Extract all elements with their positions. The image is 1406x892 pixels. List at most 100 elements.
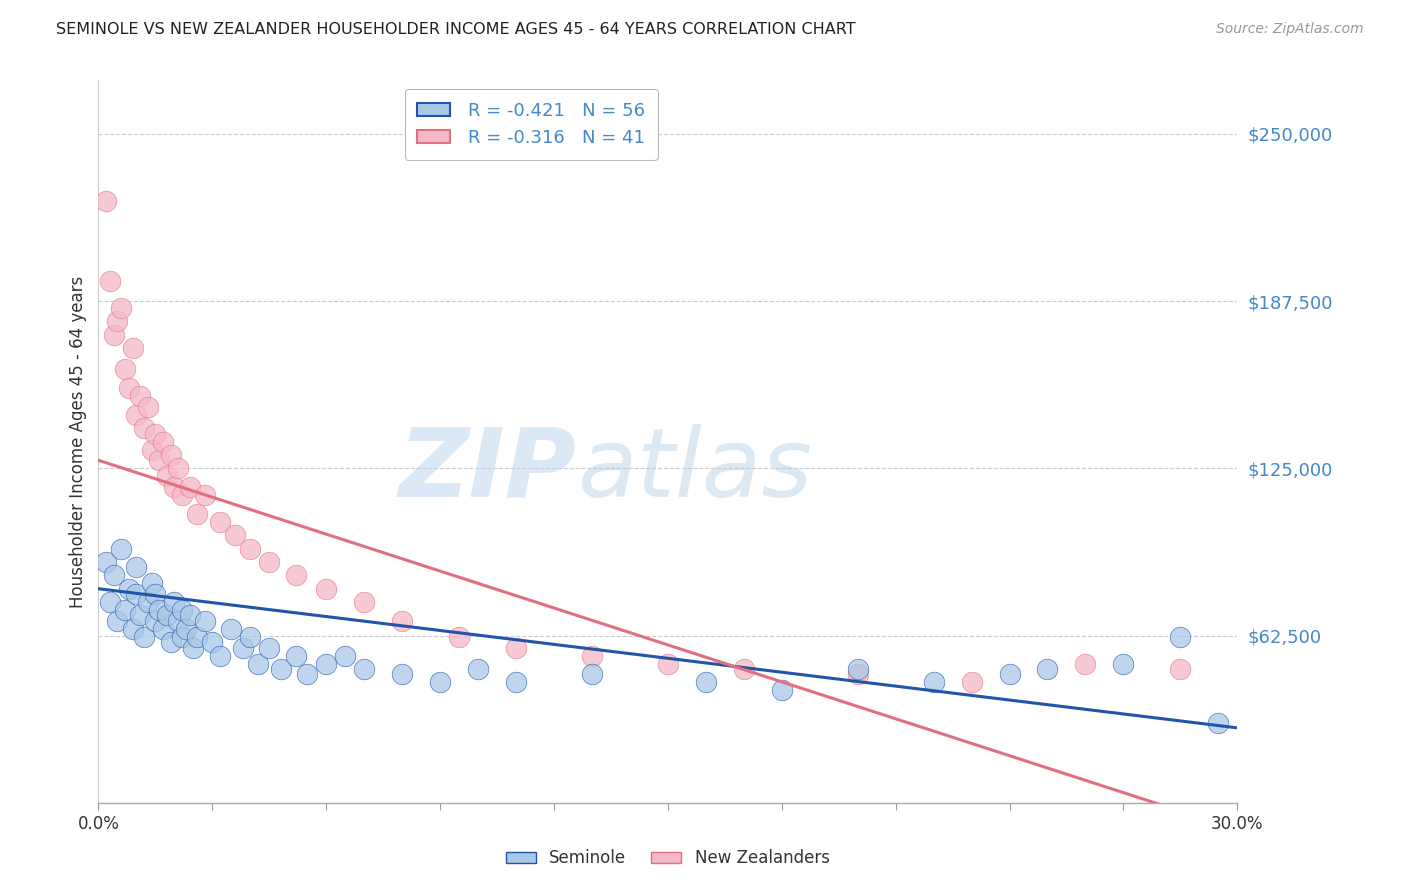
Point [110, 541, 132, 556]
Point [118, 381, 141, 395]
Point [141, 442, 163, 457]
Point [998, 667, 1021, 681]
Point [183, 640, 205, 655]
Point [152, 434, 174, 449]
Point [167, 614, 190, 628]
Point [132, 421, 155, 435]
Point [107, 314, 129, 328]
Point [259, 555, 281, 569]
Text: Source: ZipAtlas.com: Source: ZipAtlas.com [1216, 22, 1364, 37]
Point [657, 657, 679, 671]
Point [449, 630, 471, 644]
Point [505, 675, 527, 690]
Point [259, 640, 281, 655]
Text: ZIP: ZIP [399, 424, 576, 517]
Point [505, 640, 527, 655]
Point [107, 614, 129, 628]
Point [581, 648, 603, 663]
Point [1170, 630, 1192, 644]
Point [194, 614, 217, 628]
Point [136, 400, 159, 414]
Point [148, 453, 170, 467]
Point [159, 635, 181, 649]
Point [960, 675, 983, 690]
Point [239, 541, 262, 556]
Point [114, 603, 136, 617]
Point [315, 657, 337, 671]
Point [118, 582, 141, 596]
Point [201, 635, 224, 649]
Point [353, 662, 375, 676]
Point [163, 595, 186, 609]
Legend: Seminole, New Zealanders: Seminole, New Zealanders [499, 843, 837, 874]
Point [152, 622, 174, 636]
Point [129, 608, 152, 623]
Point [1170, 662, 1192, 676]
Point [208, 515, 231, 529]
Point [186, 630, 208, 644]
Point [174, 622, 197, 636]
Point [232, 640, 254, 655]
Point [145, 614, 167, 628]
Point [145, 587, 167, 601]
Point [103, 568, 125, 582]
Point [846, 667, 869, 681]
Point [1036, 662, 1059, 676]
Point [98, 274, 121, 288]
Point [239, 630, 262, 644]
Point [121, 622, 143, 636]
Point [846, 662, 869, 676]
Point [1112, 657, 1135, 671]
Text: atlas: atlas [576, 424, 811, 517]
Point [98, 595, 121, 609]
Point [94, 194, 117, 208]
Point [156, 608, 179, 623]
Point [353, 595, 375, 609]
Y-axis label: Householder Income Ages 45 - 64 years: Householder Income Ages 45 - 64 years [69, 276, 87, 607]
Point [284, 568, 307, 582]
Point [335, 648, 357, 663]
Point [136, 595, 159, 609]
Point [159, 448, 181, 462]
Point [186, 507, 208, 521]
Point [246, 657, 269, 671]
Point [129, 389, 152, 403]
Point [125, 587, 148, 601]
Point [167, 461, 190, 475]
Point [770, 683, 793, 698]
Point [121, 341, 143, 355]
Point [132, 630, 155, 644]
Point [125, 560, 148, 574]
Point [224, 528, 246, 542]
Point [733, 662, 755, 676]
Point [208, 648, 231, 663]
Point [695, 675, 717, 690]
Point [297, 667, 319, 681]
Point [581, 667, 603, 681]
Point [103, 327, 125, 342]
Point [179, 480, 201, 494]
Point [170, 603, 193, 617]
Point [94, 555, 117, 569]
Point [110, 301, 132, 315]
Point [170, 488, 193, 502]
Point [179, 608, 201, 623]
Point [1074, 657, 1097, 671]
Point [391, 667, 413, 681]
Point [270, 662, 292, 676]
Point [156, 469, 179, 483]
Point [148, 603, 170, 617]
Point [284, 648, 307, 663]
Point [194, 488, 217, 502]
Point [114, 362, 136, 376]
Point [1208, 715, 1230, 730]
Point [315, 582, 337, 596]
Text: SEMINOLE VS NEW ZEALANDER HOUSEHOLDER INCOME AGES 45 - 64 YEARS CORRELATION CHAR: SEMINOLE VS NEW ZEALANDER HOUSEHOLDER IN… [56, 22, 856, 37]
Point [429, 675, 451, 690]
Point [221, 622, 243, 636]
Point [145, 426, 167, 441]
Point [170, 630, 193, 644]
Point [163, 480, 186, 494]
Point [467, 662, 489, 676]
Point [391, 614, 413, 628]
